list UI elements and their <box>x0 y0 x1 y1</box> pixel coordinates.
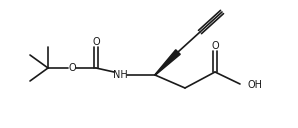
Text: NH: NH <box>113 70 127 80</box>
Text: OH: OH <box>248 80 263 90</box>
Text: O: O <box>211 41 219 51</box>
Text: O: O <box>68 63 76 73</box>
Polygon shape <box>155 50 180 75</box>
Text: O: O <box>92 37 100 47</box>
